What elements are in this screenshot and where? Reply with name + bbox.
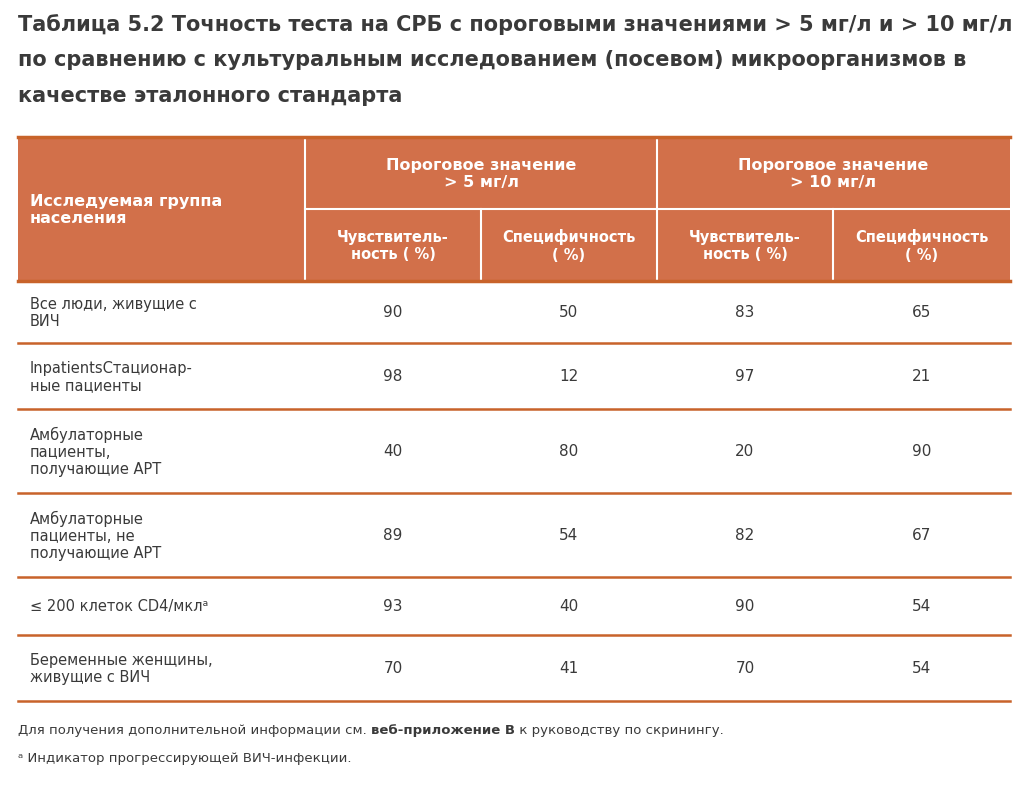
Text: 90: 90 (735, 599, 755, 614)
Text: Все люди, живущие с
ВИЧ: Все люди, живущие с ВИЧ (30, 297, 197, 329)
Text: 12: 12 (559, 369, 579, 384)
Text: 70: 70 (383, 661, 402, 675)
Bar (18, 138, 1010, 282)
Text: Специфичность
( %): Специфичность ( %) (855, 229, 988, 262)
Text: Чувствитель-
ность ( %): Чувствитель- ность ( %) (689, 229, 801, 262)
Bar (18, 635, 1010, 701)
Text: по сравнению с культуральным исследованием (посевом) микроорганизмов в: по сравнению с культуральным исследовани… (18, 50, 967, 70)
Text: к руководству по скринингу.: к руководству по скринингу. (515, 723, 724, 736)
Text: веб-приложение B: веб-приложение B (371, 723, 515, 736)
Text: Таблица 5.2 Точность теста на СРБ с пороговыми значениями > 5 мг/л и > 10 мг/л: Таблица 5.2 Точность теста на СРБ с поро… (18, 14, 1013, 35)
Text: 65: 65 (911, 305, 931, 320)
Text: 82: 82 (735, 528, 755, 543)
Text: 54: 54 (912, 661, 931, 675)
Text: 83: 83 (735, 305, 755, 320)
Text: качестве эталонного стандарта: качестве эталонного стандарта (18, 86, 402, 106)
Text: 67: 67 (911, 528, 931, 543)
Text: 40: 40 (559, 599, 579, 614)
Bar (18, 410, 1010, 493)
Bar (18, 282, 1010, 343)
Text: 54: 54 (559, 528, 579, 543)
Text: Амбулаторные
пациенты,
получающие АРТ: Амбулаторные пациенты, получающие АРТ (30, 426, 161, 477)
Text: 90: 90 (383, 305, 402, 320)
Text: Для получения дополнительной информации см.: Для получения дополнительной информации … (18, 723, 371, 736)
Text: Специфичность
( %): Специфичность ( %) (503, 229, 636, 262)
Text: 90: 90 (911, 444, 931, 459)
Bar (18, 493, 1010, 577)
Text: Пороговое значение
> 10 мг/л: Пороговое значение > 10 мг/л (738, 158, 929, 190)
Text: Амбулаторные
пациенты, не
получающие АРТ: Амбулаторные пациенты, не получающие АРТ (30, 510, 161, 561)
Text: Беременные женщины,
живущие с ВИЧ: Беременные женщины, живущие с ВИЧ (30, 652, 213, 684)
Text: 80: 80 (559, 444, 579, 459)
Text: 98: 98 (383, 369, 402, 384)
Text: Чувствитель-
ность ( %): Чувствитель- ность ( %) (337, 229, 449, 262)
Text: 70: 70 (735, 661, 755, 675)
Bar (18, 343, 1010, 410)
Text: 40: 40 (383, 444, 402, 459)
Text: 93: 93 (383, 599, 402, 614)
Text: Исследуемая группа
населения: Исследуемая группа населения (30, 193, 222, 226)
Text: 97: 97 (735, 369, 755, 384)
Text: ᵃ Индикатор прогрессирующей ВИЧ-инфекции.: ᵃ Индикатор прогрессирующей ВИЧ-инфекции… (18, 751, 351, 764)
Text: 41: 41 (559, 661, 579, 675)
Text: 21: 21 (912, 369, 931, 384)
Text: 50: 50 (559, 305, 579, 320)
Text: Пороговое значение
> 5 мг/л: Пороговое значение > 5 мг/л (386, 158, 577, 190)
Bar (18, 577, 1010, 635)
Text: 20: 20 (735, 444, 755, 459)
Text: ≤ 200 клеток CD4/мклᵃ: ≤ 200 клеток CD4/мклᵃ (30, 599, 208, 614)
Text: InpatientsСтационар-
ные пациенты: InpatientsСтационар- ные пациенты (30, 360, 193, 393)
Text: 89: 89 (383, 528, 402, 543)
Text: 54: 54 (912, 599, 931, 614)
